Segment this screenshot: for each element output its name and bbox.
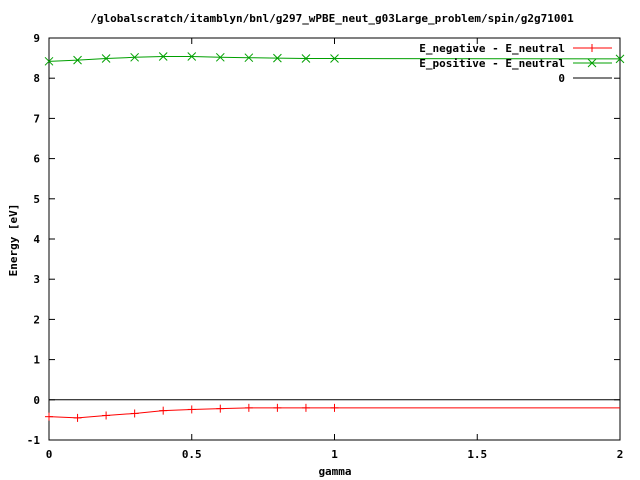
data-point [615, 54, 625, 64]
axes [48, 37, 621, 441]
data-point [45, 412, 53, 421]
x-tick-label: 1.5 [467, 448, 487, 461]
data-point [102, 411, 111, 420]
data-point [244, 53, 254, 63]
plot-border [48, 37, 621, 441]
x-tick-label: 0 [46, 448, 53, 461]
y-tick-label: 6 [33, 153, 40, 166]
y-tick-label: 3 [33, 273, 40, 286]
data-point [215, 52, 225, 62]
data-point [330, 54, 339, 63]
x-tick-label: 0.5 [182, 448, 202, 461]
x-axis-label: gamma [318, 465, 351, 478]
legend: E_negative - E_neutral E_positive - E_neu… [419, 42, 612, 85]
data-point [159, 406, 168, 415]
x-tick-label: 2 [617, 448, 624, 461]
legend-label: E_positive - E_neutral [419, 57, 565, 70]
y-tick-label: 1 [33, 354, 40, 367]
data-point [273, 53, 282, 63]
chart-title: /globalscratch/itamblyn/bnl/g297_wPBE_ne… [90, 12, 574, 25]
y-tick-label: 5 [33, 193, 40, 206]
data-point [130, 52, 140, 62]
data-point [330, 403, 339, 412]
data-point [101, 54, 111, 63]
data-point [244, 403, 253, 412]
legend-label: 0 [558, 72, 565, 85]
y-tick-label: 4 [33, 233, 40, 246]
series-line-0 [48, 407, 620, 419]
data-point [73, 55, 82, 65]
y-axis-label: Energy [eV] [7, 204, 20, 277]
y-tick-label: 0 [33, 394, 40, 407]
y-tick-label: 7 [33, 112, 40, 125]
data-point [187, 405, 196, 414]
series-line-1 [48, 55, 621, 62]
data-point [187, 52, 197, 61]
data-point [301, 54, 311, 63]
legend-marker [588, 44, 596, 52]
legend-label: E_negative - E_neutral [419, 42, 565, 55]
plot-area [44, 52, 625, 422]
data-point [130, 409, 139, 418]
data-point [273, 403, 282, 412]
tick-labels: -1 0 1 2 3 4 5 6 7 8 9 0 0.5 1 1.5 2 [27, 32, 624, 461]
data-point [216, 404, 225, 413]
y-tick-label: 8 [33, 72, 40, 85]
y-tick-label: 9 [33, 32, 40, 45]
data-point [158, 52, 168, 61]
y-tick-label: 2 [33, 313, 40, 326]
legend-marker [587, 58, 597, 68]
data-point [44, 56, 54, 66]
x-tick-label: 1 [331, 448, 338, 461]
data-point [73, 413, 82, 422]
data-point [301, 403, 310, 412]
y-tick-label: -1 [27, 434, 41, 447]
